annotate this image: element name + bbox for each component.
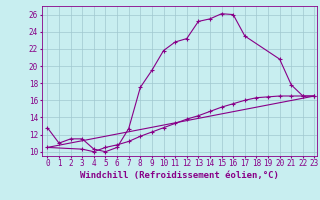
X-axis label: Windchill (Refroidissement éolien,°C): Windchill (Refroidissement éolien,°C) [80, 171, 279, 180]
